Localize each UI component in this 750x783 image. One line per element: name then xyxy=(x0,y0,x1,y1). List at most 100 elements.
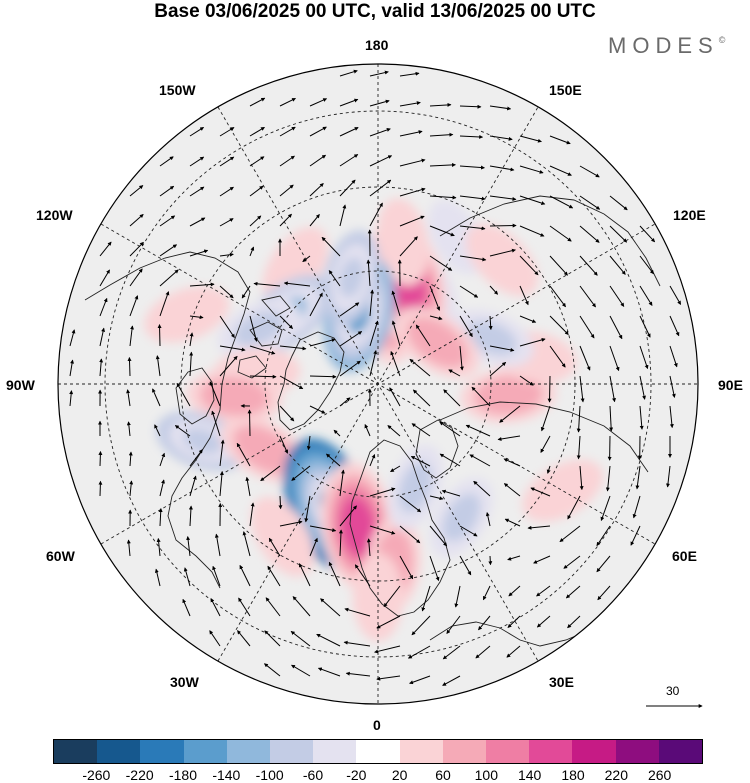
wind-arrow-icon xyxy=(279,520,303,527)
colorbar-tick-label: -260 xyxy=(82,767,111,783)
wind-arrow-icon xyxy=(429,225,455,237)
wind-arrow-icon xyxy=(283,281,311,287)
wind-arrow-icon xyxy=(429,285,441,311)
wind-arrow-icon xyxy=(399,158,426,167)
wind-arrow-icon xyxy=(609,405,614,432)
wind-arrow-icon xyxy=(316,633,341,647)
wind-arrow-icon xyxy=(369,70,389,77)
wind-arrow-icon xyxy=(126,539,131,557)
wind-arrow-icon xyxy=(369,320,379,347)
wind-arrow-icon xyxy=(364,423,371,437)
wind-arrow-icon xyxy=(503,458,521,467)
wind-arrow-icon xyxy=(249,502,255,527)
wind-arrow-icon xyxy=(219,127,235,137)
wind-arrow-icon xyxy=(489,248,516,257)
lon-label-150w: 150W xyxy=(159,82,196,98)
wind-arrow-icon xyxy=(241,285,251,299)
wind-arrow-icon xyxy=(309,213,320,227)
colorbar-cell xyxy=(54,740,98,763)
wind-arrow-icon xyxy=(339,331,363,347)
wind-arrow-icon xyxy=(540,435,551,453)
logo-mark: © xyxy=(718,35,726,45)
wind-arrow-icon xyxy=(279,375,304,390)
wind-arrow-icon xyxy=(415,324,431,347)
anomaly-blob xyxy=(439,214,473,260)
wind-arrow-icon xyxy=(321,236,341,257)
wind-arrow-icon xyxy=(129,213,144,227)
wind-arrow-icon xyxy=(209,630,221,647)
wind-arrow-icon xyxy=(279,184,294,197)
anomaly-shading xyxy=(144,198,603,642)
wind-arrow-icon xyxy=(549,195,574,209)
wind-arrow-icon xyxy=(519,285,529,306)
wind-arrow-icon xyxy=(156,537,161,557)
wind-arrow-icon xyxy=(279,155,295,167)
wind-arrow-icon xyxy=(291,664,311,677)
anomaly-blob xyxy=(538,472,587,510)
wind-arrow-icon xyxy=(189,217,206,227)
wind-arrow-icon xyxy=(129,268,143,287)
wind-arrow-icon xyxy=(159,452,166,467)
wind-arrow-icon xyxy=(339,179,356,197)
wind-arrow-icon xyxy=(210,598,221,617)
wind-arrow-icon xyxy=(407,645,431,659)
colorbar-cell xyxy=(572,740,616,763)
wind-arrow-icon xyxy=(317,667,341,677)
wind-arrow-icon xyxy=(264,630,281,647)
wind-arrow-icon xyxy=(249,374,277,379)
wind-arrow-icon xyxy=(369,155,393,167)
wind-arrow-icon xyxy=(309,525,337,533)
wind-arrow-icon xyxy=(219,439,225,467)
wind-arrow-icon xyxy=(189,156,205,167)
wind-arrow-icon xyxy=(600,495,611,522)
wind-arrow-icon xyxy=(399,101,421,107)
colorbar xyxy=(53,739,703,764)
wind-arrow-icon xyxy=(459,555,472,576)
colorbar-cell xyxy=(356,740,400,763)
colorbar-tick-label: -180 xyxy=(168,767,198,783)
wind-arrow-icon xyxy=(519,315,537,323)
wind-arrow-icon xyxy=(596,555,611,573)
wind-arrow-icon xyxy=(391,320,401,347)
wind-arrow-icon xyxy=(639,285,653,306)
wind-arrow-icon xyxy=(99,327,106,347)
wind-arrow-icon xyxy=(429,525,448,547)
wind-arrow-icon xyxy=(489,345,515,352)
wind-arrow-icon xyxy=(439,453,461,467)
wind-arrow-icon xyxy=(411,615,431,636)
wind-arrow-icon xyxy=(429,315,443,321)
wind-arrow-icon xyxy=(609,225,628,243)
wind-arrow-icon xyxy=(459,134,484,139)
anomaly-blob xyxy=(442,493,481,542)
colorbar-tick-label: -220 xyxy=(125,767,154,783)
wind-arrow-icon xyxy=(459,285,479,298)
wind-arrow-icon xyxy=(260,465,281,482)
wind-arrow-icon xyxy=(399,130,423,137)
wind-arrow-icon xyxy=(339,469,345,497)
lon-label-30e: 30E xyxy=(549,674,574,690)
wind-arrow-icon xyxy=(189,282,215,287)
wind-arrow-icon xyxy=(344,607,371,617)
colorbar-tick-label: 100 xyxy=(474,767,499,783)
wind-arrow-icon xyxy=(188,505,193,527)
wind-arrow-icon xyxy=(504,518,521,527)
wind-arrow-icon xyxy=(278,495,283,510)
wind-vectors xyxy=(69,69,682,686)
wind-arrow-icon xyxy=(459,315,473,338)
wind-arrow-icon xyxy=(155,355,161,377)
wind-arrow-icon xyxy=(279,345,307,351)
wind-arrow-icon xyxy=(369,289,375,317)
wind-arrow-icon xyxy=(549,165,572,176)
wind-arrow-icon xyxy=(189,449,203,467)
wind-arrow-icon xyxy=(459,525,478,537)
colorbar-cell xyxy=(486,740,530,763)
wind-arrow-icon xyxy=(547,375,552,403)
wind-arrow-icon xyxy=(237,630,251,647)
wind-arrow-icon xyxy=(459,345,464,371)
anomaly-blob xyxy=(339,257,364,298)
wind-arrow-icon xyxy=(339,397,351,407)
wind-arrow-icon xyxy=(249,185,264,197)
wind-arrow-icon xyxy=(157,324,162,347)
wind-arrow-icon xyxy=(309,374,337,379)
wind-arrow-icon xyxy=(429,195,457,200)
